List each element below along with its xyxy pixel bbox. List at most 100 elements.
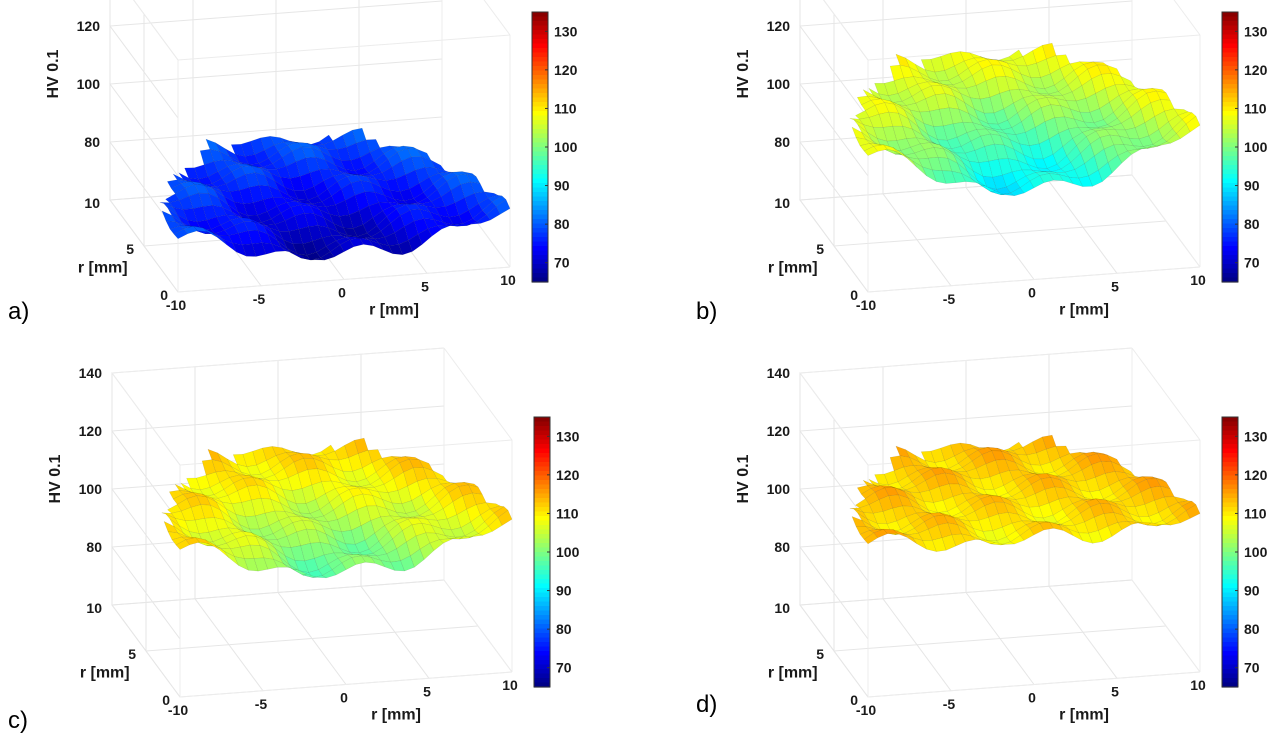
colorbar-band <box>532 273 548 279</box>
colorbar-tick-label: 90 <box>1244 583 1260 599</box>
colorbar-band <box>534 633 550 639</box>
colorbar-band <box>1222 466 1238 472</box>
x-tick-label: -5 <box>943 291 956 307</box>
gridline <box>111 579 445 698</box>
colorbar-tick-label: 120 <box>1244 467 1268 483</box>
x-tick-label: 0 <box>1028 690 1036 706</box>
colorbar-band <box>532 264 548 270</box>
surface-patch <box>1173 496 1189 503</box>
colorbar-tick-label: 100 <box>1244 544 1268 560</box>
surface-patch <box>1124 472 1139 478</box>
colorbar-band <box>1222 43 1238 49</box>
x-tick-label: -5 <box>255 696 268 712</box>
colorbar-band <box>1222 52 1238 58</box>
colorbar-band <box>1222 493 1238 499</box>
colorbar-band <box>532 210 548 216</box>
surface-patch <box>1160 485 1175 498</box>
colorbar-band <box>534 439 550 445</box>
colorbar-band <box>1222 237 1238 243</box>
box-edge <box>867 671 1201 698</box>
colorbar-band <box>1222 160 1238 166</box>
surface-patch <box>1185 504 1201 519</box>
colorbar-band <box>534 655 550 661</box>
colorbar-band <box>534 588 550 594</box>
y-axis-label: r [mm] <box>78 259 128 276</box>
colorbar-band <box>1222 142 1238 148</box>
surface-patch <box>1008 441 1024 452</box>
x-tick-label: 0 <box>340 690 348 706</box>
colorbar-band <box>1222 84 1238 90</box>
box-edge <box>177 34 511 61</box>
x-tick-label: 0 <box>1028 285 1036 301</box>
surface <box>849 42 1201 197</box>
surface-patch <box>1093 451 1108 456</box>
z-tick-label: 80 <box>84 134 100 150</box>
z-tick-label: 100 <box>77 76 101 92</box>
colorbar-band <box>1222 246 1238 252</box>
gridline <box>833 419 1167 652</box>
colorbar-tick-label: 90 <box>554 178 570 194</box>
colorbar-band <box>532 259 548 265</box>
colorbar-tick-label: 90 <box>1244 178 1260 194</box>
colorbar: 70 80 90 100 110 120 130 <box>531 11 578 283</box>
colorbar-band <box>1222 439 1238 445</box>
colorbar-band <box>1222 655 1238 661</box>
colorbar-band <box>1222 16 1238 22</box>
colorbar-band <box>1222 34 1238 40</box>
panel-label: b) <box>696 298 718 325</box>
colorbar-band <box>534 678 550 684</box>
colorbar-tick-label: 80 <box>556 621 572 637</box>
colorbar-band <box>1222 471 1238 477</box>
colorbar-band <box>1222 597 1238 603</box>
colorbar-band <box>534 525 550 531</box>
colorbar-band <box>534 448 550 454</box>
colorbar-band <box>534 561 550 567</box>
y-tick-label: 10 <box>86 600 102 616</box>
z-tick-label: 80 <box>774 134 790 150</box>
colorbar-band <box>1222 430 1238 436</box>
y-tick-label: 10 <box>84 195 100 211</box>
colorbar-band <box>1222 214 1238 220</box>
colorbar-tick-label: 130 <box>556 428 580 444</box>
colorbar-band <box>1222 579 1238 585</box>
colorbar-band <box>1222 583 1238 589</box>
colorbar-band <box>534 642 550 648</box>
colorbar-band <box>534 552 550 558</box>
colorbar-band <box>534 583 550 589</box>
y-tick-label: 0 <box>850 287 858 303</box>
colorbar-band <box>1222 561 1238 567</box>
colorbar-band <box>534 606 550 612</box>
colorbar-band <box>532 16 548 22</box>
y-tick-label: 0 <box>850 692 858 708</box>
colorbar-band <box>1222 25 1238 31</box>
colorbar-band <box>534 673 550 679</box>
colorbar-tick-label: 130 <box>1244 23 1268 39</box>
colorbar-band <box>1222 273 1238 279</box>
colorbar-band <box>1222 129 1238 135</box>
z-tick-label: 140 <box>79 365 103 381</box>
x-axis-label: r [mm] <box>1059 707 1109 724</box>
colorbar-band <box>1222 457 1238 463</box>
colorbar-band <box>534 534 550 540</box>
colorbar-band <box>534 565 550 571</box>
colorbar-band <box>1222 574 1238 580</box>
colorbar-band <box>1222 484 1238 490</box>
colorbar-band <box>532 205 548 211</box>
colorbar-band <box>534 601 550 607</box>
z-tick-label: 120 <box>767 18 791 34</box>
box-edge <box>1131 174 1201 268</box>
surface-patch <box>880 485 895 489</box>
colorbar-tick-label: 130 <box>1244 428 1268 444</box>
colorbar-band <box>534 511 550 517</box>
colorbar-band <box>534 610 550 616</box>
colorbar-band <box>1222 264 1238 270</box>
colorbar-band <box>534 624 550 630</box>
colorbar-band <box>534 664 550 670</box>
colorbar: 70 80 90 100 110 120 130 <box>1221 416 1268 688</box>
colorbar-tick-label: 80 <box>1244 621 1260 637</box>
colorbar-band <box>1222 48 1238 54</box>
colorbar-band <box>1222 210 1238 216</box>
gridline <box>799 579 1133 698</box>
